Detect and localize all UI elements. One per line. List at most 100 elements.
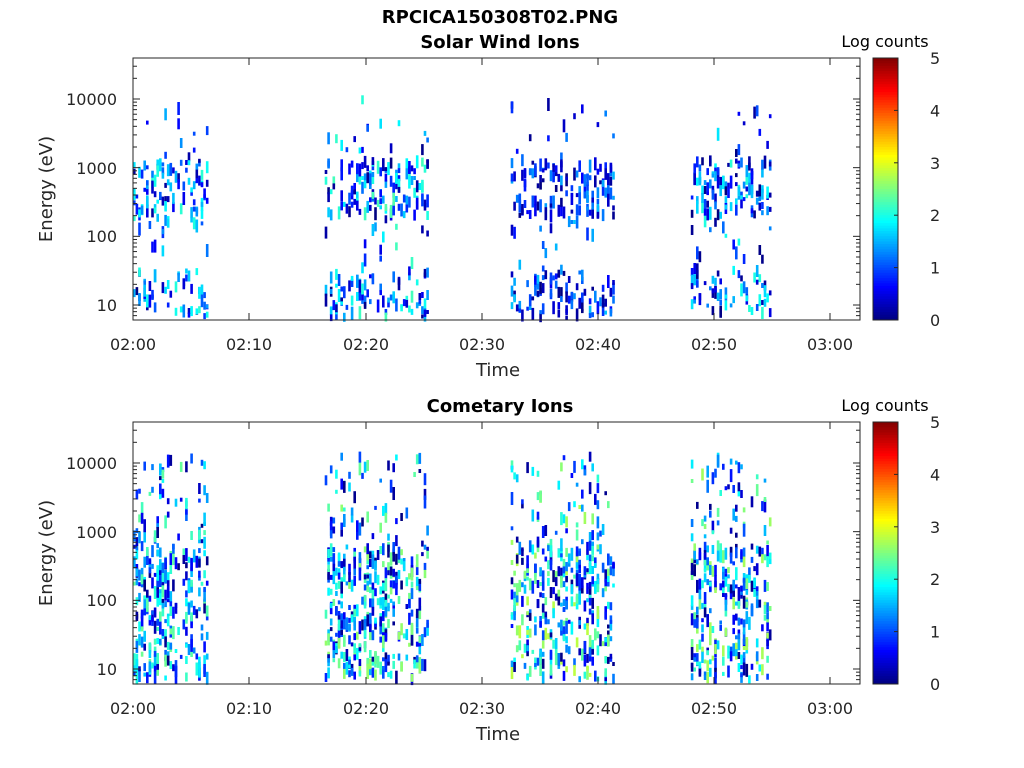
y-axis-label: Energy (eV) (36, 136, 57, 242)
data-cell (366, 289, 369, 298)
data-cell (609, 176, 613, 186)
data-cell (138, 582, 141, 587)
data-cell (766, 640, 769, 646)
data-cell (426, 159, 429, 169)
data-cell (596, 584, 600, 593)
data-cell (379, 616, 382, 627)
data-cell (526, 629, 529, 635)
data-cell (340, 190, 343, 202)
data-cell (410, 567, 414, 581)
data-cell (356, 520, 359, 534)
data-cell (528, 168, 532, 176)
data-cell (376, 550, 380, 560)
data-cell (554, 185, 558, 192)
data-cell (612, 563, 615, 568)
data-cell (583, 512, 587, 524)
data-cell (513, 226, 516, 239)
data-cell (696, 177, 699, 186)
data-cell (348, 280, 351, 292)
data-cell (153, 638, 157, 645)
data-cell (612, 133, 615, 139)
data-cell (343, 652, 346, 662)
data-cell (332, 658, 336, 663)
data-cell (153, 207, 157, 214)
data-cell (722, 645, 725, 657)
data-cell (742, 646, 746, 650)
data-cell (185, 167, 188, 173)
data-cell (340, 522, 343, 530)
data-cell (557, 204, 561, 217)
colorbar-segment (873, 60, 898, 64)
data-cell (766, 186, 769, 199)
data-cell (153, 586, 157, 599)
data-cell (384, 309, 388, 315)
data-cell (353, 654, 356, 661)
colorbar-segment (873, 542, 898, 546)
data-cell (709, 565, 712, 575)
data-cell (169, 642, 173, 650)
colorbar-segment (873, 230, 898, 235)
data-cell (410, 556, 414, 570)
data-cell (586, 206, 589, 211)
data-cell (138, 514, 141, 523)
data-cell (690, 562, 694, 575)
data-cell (596, 532, 600, 541)
data-cell (729, 202, 733, 212)
data-cell (343, 634, 346, 647)
data-cell (724, 576, 728, 587)
data-cell (711, 288, 715, 294)
data-cell (536, 657, 540, 666)
data-cell (340, 561, 343, 569)
data-cell (690, 274, 694, 288)
data-cell (195, 662, 199, 676)
data-cell (565, 309, 568, 315)
colorbar-segment (873, 141, 898, 145)
data-cell (518, 308, 522, 313)
data-cell (161, 604, 165, 617)
data-cell (392, 580, 395, 589)
data-cell (693, 172, 696, 185)
data-cell (415, 565, 419, 576)
data-cell (361, 283, 364, 295)
data-cell (148, 221, 152, 229)
colorbar-segment (873, 170, 898, 174)
data-cell (570, 621, 574, 635)
data-cell (148, 567, 152, 574)
data-cell (703, 541, 707, 552)
data-cell (179, 461, 183, 472)
data-cell (172, 664, 175, 672)
data-cell (418, 469, 422, 473)
data-cell (557, 622, 561, 628)
colorbar-segment (873, 160, 898, 164)
data-cell (369, 173, 372, 186)
colorbar-segment (873, 655, 898, 659)
data-cell (729, 552, 733, 564)
data-cell (761, 254, 764, 264)
data-cell (766, 632, 769, 639)
data-cell (133, 530, 136, 542)
data-cell (153, 572, 157, 577)
data-cell (369, 299, 372, 305)
data-cell (363, 207, 367, 221)
data-cell (740, 549, 743, 560)
data-cell (182, 304, 186, 318)
data-cell (140, 502, 144, 516)
data-cell (612, 195, 615, 200)
data-cell (591, 639, 594, 649)
colorbar-segment (873, 613, 898, 617)
data-cell (405, 577, 409, 587)
data-cell (174, 170, 178, 183)
data-cell (205, 671, 209, 685)
data-cell (609, 162, 613, 173)
data-cell (135, 194, 139, 199)
data-cell (138, 166, 141, 178)
data-cell (166, 613, 170, 618)
data-cell (539, 181, 542, 190)
colorbar-segment (873, 139, 898, 143)
data-cell (531, 466, 535, 476)
data-cell (389, 670, 393, 679)
data-cell (423, 495, 427, 509)
data-cell (387, 297, 390, 303)
data-cell (719, 543, 722, 551)
data-cell (379, 167, 382, 177)
